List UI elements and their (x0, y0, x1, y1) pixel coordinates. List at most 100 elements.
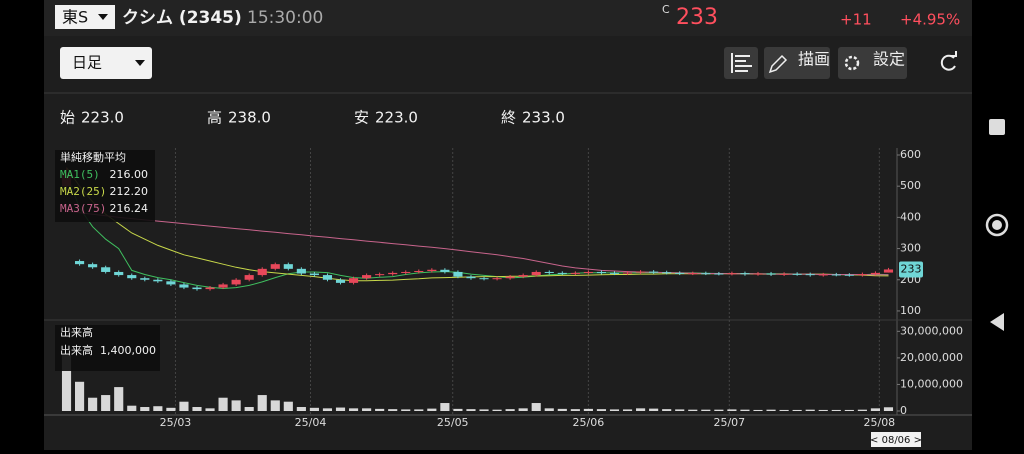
y-tick-label: 100 (900, 304, 921, 317)
volume-legend-label: 出来高 (60, 343, 93, 357)
candle-body (153, 279, 163, 282)
volume-bar (257, 395, 267, 411)
candle-body (479, 278, 489, 280)
candle-body (231, 279, 241, 285)
y-tick-label: 500 (900, 179, 921, 192)
legend-value: 216.00 (110, 168, 149, 181)
volume-bar (570, 409, 580, 411)
refresh-icon[interactable] (940, 54, 956, 71)
volume-bar (622, 409, 633, 411)
candle-body (362, 275, 372, 279)
candle-body (101, 267, 111, 272)
volume-bar (831, 409, 841, 411)
change: +11 (840, 11, 872, 29)
volume-bar (218, 397, 228, 411)
volume-bar (114, 387, 124, 411)
volume-bar (192, 407, 202, 411)
time: 15:30:00 (247, 8, 323, 28)
volume-bar (244, 407, 254, 411)
volume-bar (401, 409, 411, 411)
volume-bar (283, 401, 293, 411)
volume-bar (544, 408, 554, 411)
candle-body (609, 272, 620, 274)
volume-legend-value: 1,400,000 (100, 344, 156, 357)
volume-bar (596, 409, 607, 411)
candle-body (388, 272, 398, 275)
nav-recent[interactable] (989, 119, 1005, 135)
volume-bar (61, 355, 72, 411)
volume-bar (518, 408, 528, 411)
volume-bar (348, 408, 359, 411)
period-select[interactable] (60, 47, 152, 79)
app-bg (44, 0, 972, 450)
period: 日足 (72, 54, 102, 72)
y-tick-label: 10,000,000 (900, 377, 963, 390)
volume-bar (583, 408, 593, 411)
volume-bar (649, 408, 659, 411)
volume-bar (792, 409, 802, 411)
candle-body (701, 273, 711, 275)
x-tick-label: 25/05 (437, 416, 469, 429)
candle-body (88, 264, 98, 268)
draw-button[interactable] (764, 47, 830, 79)
volume-bar (388, 409, 398, 411)
candle-body (296, 268, 306, 274)
candle-body (348, 278, 359, 283)
candle-body (544, 271, 554, 273)
caret (135, 60, 145, 66)
legend-title: 単純移動平均 (60, 150, 126, 164)
refresh-arrow (951, 51, 957, 57)
header-bg (44, 0, 972, 36)
candle-body (492, 278, 502, 280)
volume-bar (557, 408, 567, 411)
candle-body (309, 273, 319, 276)
candle-body (675, 272, 685, 274)
volume-bar (335, 407, 346, 411)
volume-bar (166, 407, 176, 411)
ohlc-value: 223.0 (375, 109, 418, 127)
volume-bar (675, 409, 685, 411)
x-tick-label: 25/03 (160, 416, 192, 429)
volume-bar (857, 409, 867, 411)
candle-body (401, 271, 411, 273)
candle-body (766, 273, 776, 275)
volume-bar (101, 395, 111, 411)
volume-bar (466, 409, 476, 411)
volume-bar (753, 409, 763, 411)
nav-home[interactable] (985, 213, 1009, 237)
settings-button[interactable] (838, 47, 907, 79)
candle-body (114, 271, 124, 276)
candle-body (870, 272, 880, 275)
volume-bar (205, 408, 215, 411)
volume-bar (427, 408, 437, 411)
legend-box (55, 150, 155, 222)
legend-box (55, 325, 160, 371)
volume-bar (453, 408, 463, 411)
volume-title: 出来高 (60, 325, 93, 339)
volume-bar (127, 405, 137, 411)
indicator-icon (731, 53, 752, 73)
candle-body (531, 271, 541, 276)
indicator-button[interactable] (724, 47, 758, 79)
candle-body (127, 275, 137, 279)
legend-name: MA1(5) (60, 168, 100, 181)
nav-back[interactable] (990, 313, 1004, 331)
ohlc-value: 233.0 (522, 109, 565, 127)
candle-body (570, 272, 580, 274)
volume-bar (662, 409, 672, 411)
volume-bar (362, 408, 372, 411)
y-tick-label: 30,000,000 (900, 324, 963, 337)
y-tick-label: 20,000,000 (900, 351, 963, 364)
candle-body (779, 273, 789, 275)
volume-bar (844, 409, 854, 411)
candle-body (166, 281, 176, 285)
volume-bar (636, 408, 646, 411)
volume-bar (414, 409, 424, 411)
volume-bar (766, 409, 776, 411)
candle-body (140, 278, 150, 280)
candle-body (818, 274, 828, 276)
volume-bar (609, 409, 620, 411)
volume-bar (870, 408, 880, 411)
